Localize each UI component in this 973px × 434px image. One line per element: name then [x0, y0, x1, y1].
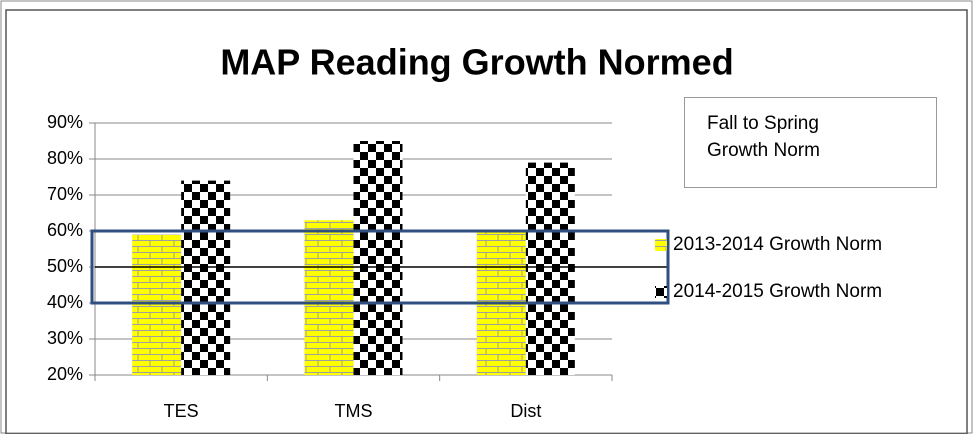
chart-title: MAP Reading Growth Normed: [220, 42, 733, 83]
y-tick-label: 20%: [47, 364, 83, 384]
bar: [181, 180, 231, 375]
x-tick-label: Dist: [510, 401, 541, 421]
x-tick-label: TES: [164, 401, 199, 421]
legend-swatch: [655, 286, 667, 298]
y-tick-label: 90%: [47, 112, 83, 132]
bar: [132, 234, 182, 375]
x-tick-label: TMS: [335, 401, 373, 421]
annotation-box: Fall to Spring Growth Norm: [684, 97, 937, 188]
y-tick-label: 80%: [47, 148, 83, 168]
y-tick-label: 60%: [47, 220, 83, 240]
bar: [304, 220, 354, 375]
legend-label: 2014-2015 Growth Norm: [673, 281, 882, 302]
legend-swatch: [655, 239, 667, 251]
bar: [353, 141, 403, 375]
chart-frame: [5, 9, 968, 434]
y-tick-label: 70%: [47, 184, 83, 204]
y-tick-label: 30%: [47, 328, 83, 348]
bar: [525, 162, 575, 375]
highlight-band: [90, 229, 670, 305]
y-tick-label: 50%: [47, 256, 83, 276]
y-tick-label: 40%: [47, 292, 83, 312]
annotation: Fall to Spring Growth Norm: [707, 113, 820, 161]
legend-label: 2013-2014 Growth Norm: [673, 234, 882, 255]
